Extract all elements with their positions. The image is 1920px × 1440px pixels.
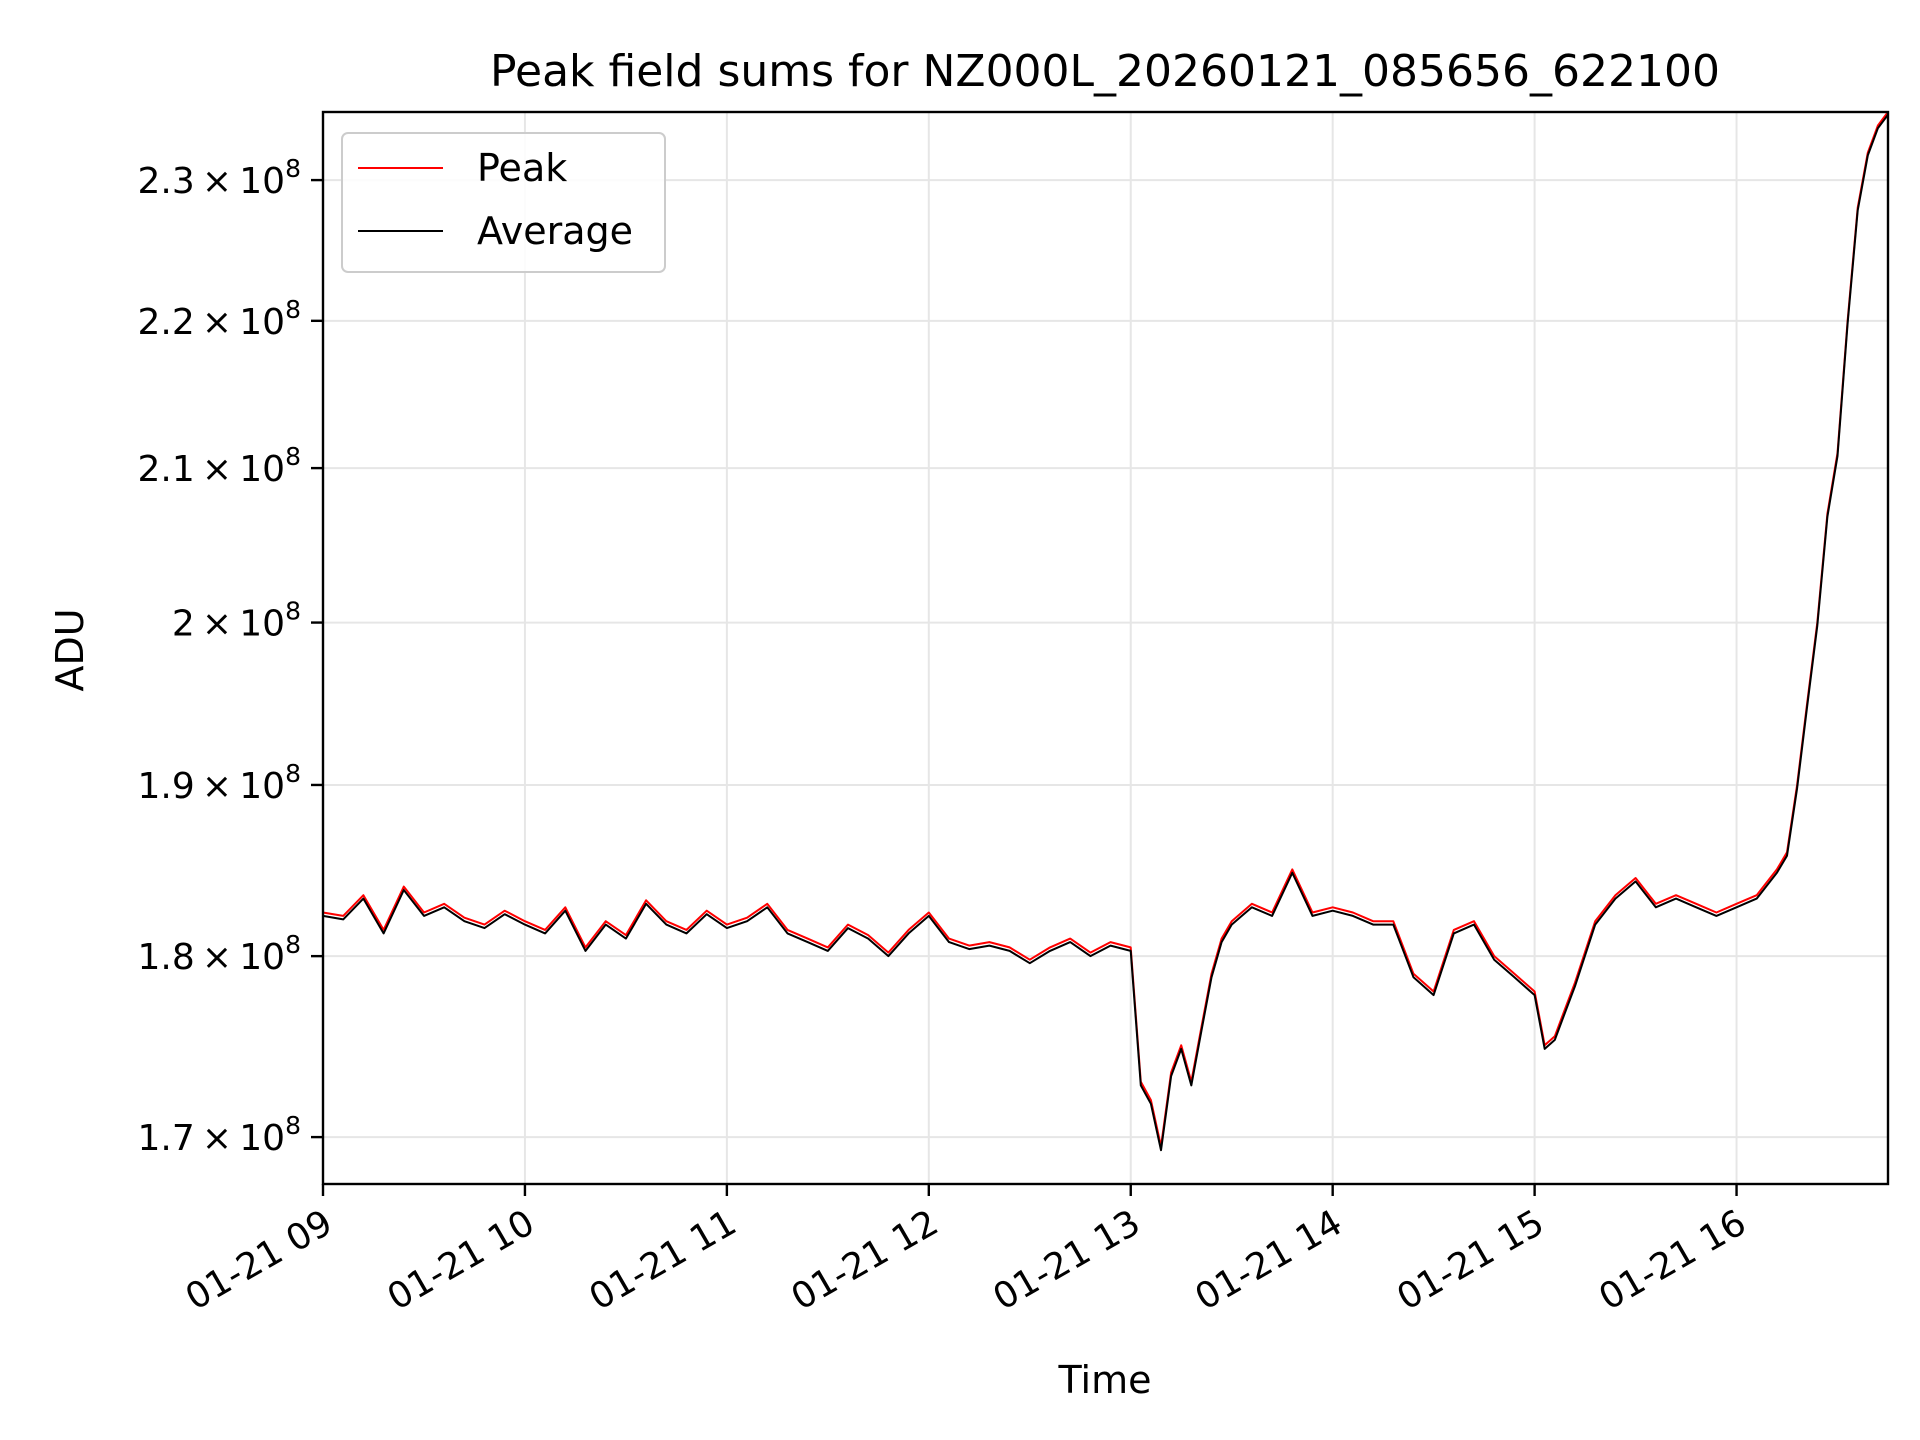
y-tick-label: 2.1 × 108: [137, 442, 301, 490]
y-tick-exponent: 8: [285, 295, 301, 324]
y-tick-times: ×: [195, 161, 240, 202]
chart-title: Peak field sums for NZ000L_20260121_0856…: [490, 46, 1720, 97]
y-tick-label: 2 × 108: [172, 597, 301, 645]
y-tick-mantissa: 2.3: [137, 161, 194, 202]
y-tick-mantissa: 1.8: [137, 937, 194, 978]
y-tick-label: 1.9 × 108: [137, 759, 301, 807]
y-tick-exponent: 8: [285, 930, 301, 959]
y-tick-base: 10: [239, 302, 285, 343]
y-tick-exponent: 8: [285, 759, 301, 788]
series-line-average: [322, 114, 1889, 1152]
y-tick-times: ×: [195, 302, 240, 343]
y-tick-base: 10: [239, 604, 285, 645]
plot-frame: [321, 110, 1890, 1186]
legend-label-average: Average: [477, 209, 633, 253]
legend-label-peak: Peak: [477, 146, 567, 190]
y-tick-base: 10: [239, 766, 285, 807]
y-tick-label: 2.3 × 108: [137, 154, 301, 202]
y-tick-base: 10: [239, 1118, 285, 1159]
y-tick-exponent: 8: [285, 154, 301, 183]
y-tick-label: 1.7 × 108: [137, 1111, 301, 1159]
series-layer: [322, 111, 1889, 1152]
y-tick-times: ×: [195, 766, 240, 807]
y-tick-exponent: 8: [285, 1111, 301, 1140]
y-tick-mantissa: 2: [172, 604, 195, 645]
x-axis-label: Time: [1058, 1358, 1152, 1402]
y-tick-mantissa: 2.2: [137, 302, 194, 343]
y-tick-times: ×: [195, 937, 240, 978]
y-tick-base: 10: [239, 937, 285, 978]
y-tick-exponent: 8: [285, 597, 301, 626]
y-tick-times: ×: [195, 604, 240, 645]
y-tick-label: 2.2 × 108: [137, 295, 301, 343]
y-tick-exponent: 8: [285, 442, 301, 471]
y-tick-mantissa: 1.9: [137, 766, 194, 807]
y-tick-label: 1.8 × 108: [137, 930, 301, 978]
y-tick-times: ×: [195, 1118, 240, 1159]
y-tick-mantissa: 2.1: [137, 449, 194, 490]
legend: Peak Average: [341, 132, 666, 273]
y-tick-base: 10: [239, 449, 285, 490]
y-tick-base: 10: [239, 161, 285, 202]
y-axis-label: ADU: [48, 608, 92, 691]
y-tick-times: ×: [195, 449, 240, 490]
grid: [322, 112, 1888, 1184]
y-tick-mantissa: 1.7: [137, 1118, 194, 1159]
